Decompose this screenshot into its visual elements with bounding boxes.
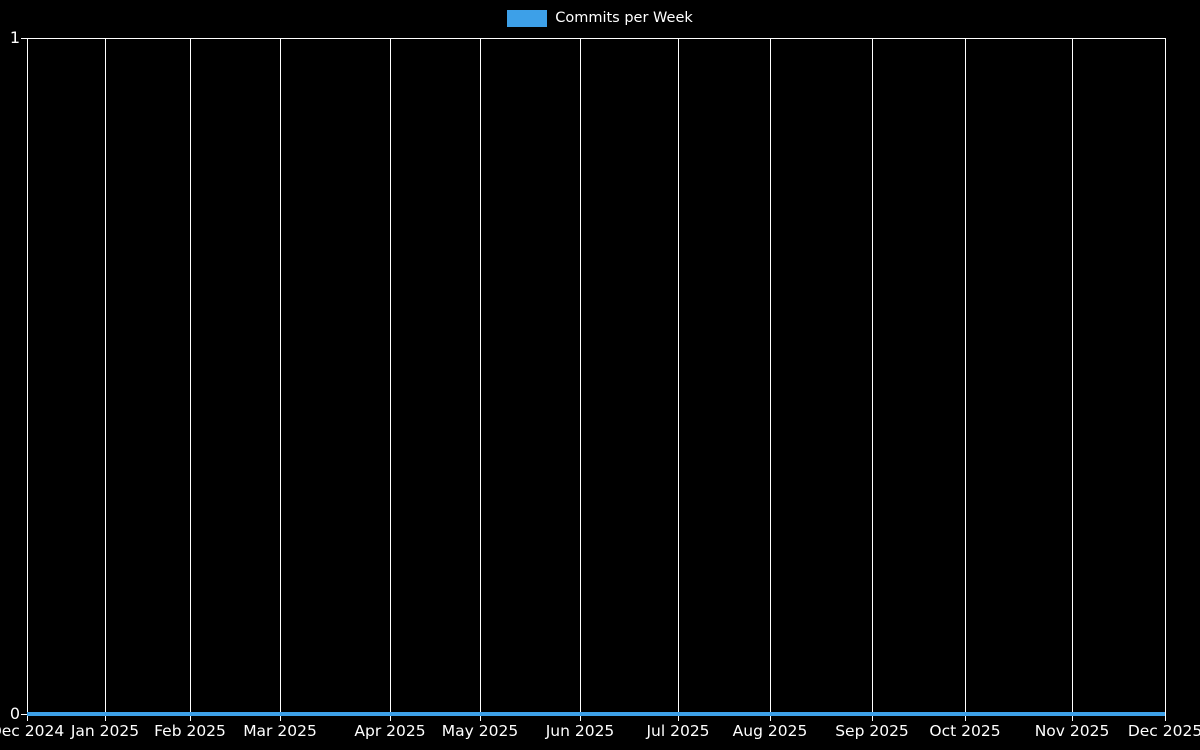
gridline-5 bbox=[480, 38, 482, 721]
x-axis-tick-label-3: Mar 2025 bbox=[243, 722, 317, 740]
x-axis-tick-label-11: Nov 2025 bbox=[1034, 722, 1110, 740]
x-axis-tick-label-12: Dec 2025 bbox=[1127, 722, 1200, 740]
x-axis-tick-label-7: Jul 2025 bbox=[646, 722, 710, 740]
gridline-7 bbox=[678, 38, 680, 721]
legend-label-commits-per-week: Commits per Week bbox=[555, 9, 693, 26]
gridline-3 bbox=[280, 38, 282, 721]
legend-swatch-commits-per-week bbox=[507, 10, 548, 27]
x-axis-tick-label-9: Sep 2025 bbox=[835, 722, 909, 740]
gridline-6 bbox=[580, 38, 582, 721]
y-axis-tick-mark-top bbox=[21, 38, 27, 40]
y-axis-tick-label-bottom: 0 bbox=[9, 704, 20, 723]
gridline-11 bbox=[1072, 38, 1074, 721]
x-axis-tick-label-4: Apr 2025 bbox=[354, 722, 426, 740]
gridline-9 bbox=[872, 38, 874, 721]
x-axis-tick-label-0: Dec 2024 bbox=[0, 722, 65, 740]
gridline-12 bbox=[1165, 38, 1167, 721]
plot-area bbox=[27, 38, 1167, 721]
gridline-10 bbox=[965, 38, 967, 721]
gridline-1 bbox=[105, 38, 107, 721]
gridline-0 bbox=[27, 38, 29, 721]
gridline-8 bbox=[770, 38, 772, 721]
gridline-2 bbox=[190, 38, 192, 721]
chart-legend: Commits per Week bbox=[0, 0, 1200, 36]
x-axis-tick-label-10: Oct 2025 bbox=[929, 722, 1001, 740]
x-axis-tick-label-2: Feb 2025 bbox=[154, 722, 226, 740]
y-axis-tick-label-top: 1 bbox=[9, 28, 20, 47]
y-axis-tick-mark-bottom bbox=[21, 714, 27, 716]
gridline-4 bbox=[390, 38, 392, 721]
x-axis-tick-label-1: Jan 2025 bbox=[70, 722, 140, 740]
x-axis-tick-label-8: Aug 2025 bbox=[732, 722, 808, 740]
x-axis-tick-label-5: May 2025 bbox=[441, 722, 519, 740]
plot-top-spine bbox=[27, 38, 1165, 40]
x-axis-tick-label-6: Jun 2025 bbox=[545, 722, 615, 740]
